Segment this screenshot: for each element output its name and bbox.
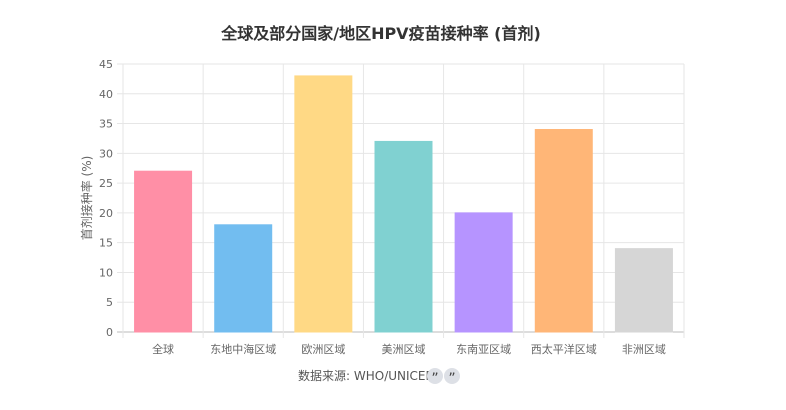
x-tick-label: 全球 (152, 342, 174, 356)
y-tick-label: 10 (99, 266, 113, 279)
x-tick-label: 东南亚区域 (456, 343, 511, 356)
bar[interactable] (134, 170, 193, 333)
y-tick-label: 30 (99, 147, 113, 160)
y-tick-label: 5 (106, 296, 113, 309)
quote-glyph: ” (448, 371, 455, 387)
y-tick-label: 15 (99, 237, 113, 250)
bar[interactable] (454, 212, 513, 333)
x-tick-label: 美洲区域 (382, 343, 426, 356)
source-text: 数据来源: WHO/UNICEF (298, 368, 432, 383)
x-tick-label: 西太平洋区域 (531, 342, 597, 356)
y-tick-label: 45 (99, 58, 113, 71)
x-axis-ticks: 全球 东地中海区域 欧洲区域 美洲区域 东南亚区域 西太平洋区域 非洲区域 (152, 342, 666, 356)
x-tick-label: 欧洲区域 (301, 343, 345, 356)
x-tick-label: 东地中海区域 (210, 342, 276, 356)
y-tick-label: 20 (99, 207, 113, 220)
quote-icon[interactable]: ” (444, 368, 460, 387)
bar[interactable] (534, 129, 593, 333)
bar[interactable] (614, 248, 673, 333)
y-tick-label: 0 (106, 326, 113, 339)
bar[interactable] (214, 224, 273, 333)
y-tick-label: 25 (99, 177, 113, 190)
y-axis-label: 首剂接种率 (%) (79, 156, 94, 241)
y-tick-label: 40 (99, 88, 113, 101)
y-axis-ticks: 0 5 10 15 20 25 30 35 40 45 (99, 58, 113, 339)
bar[interactable] (374, 140, 433, 333)
chart-title: 全球及部分国家/地区HPV疫苗接种率 (首剂) (220, 24, 541, 43)
bar[interactable] (294, 75, 353, 333)
quote-glyph: ” (431, 371, 438, 387)
x-tick-label: 非洲区域 (622, 343, 666, 356)
y-tick-label: 35 (99, 118, 113, 131)
quote-icon[interactable]: ” (427, 368, 443, 387)
bars (134, 75, 673, 333)
